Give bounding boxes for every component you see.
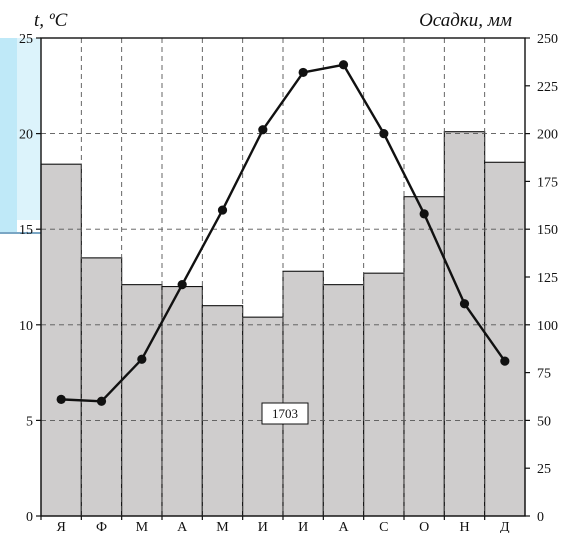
temp-point-10 — [419, 209, 429, 219]
right-tick-label: 250 — [537, 32, 558, 47]
right-tick-label: 25 — [537, 462, 551, 477]
temp-point-9 — [379, 129, 389, 139]
left-tick-label: 20 — [19, 128, 33, 143]
precip-bar-7 — [282, 270, 324, 517]
month-label: С — [379, 520, 388, 533]
page-accent-strip — [0, 38, 17, 233]
right-tick-label: 175 — [537, 175, 558, 190]
right-tick-label: 200 — [537, 128, 558, 143]
temp-point-6 — [258, 125, 268, 135]
right-tick-label: 225 — [537, 80, 558, 95]
temp-point-11 — [459, 299, 470, 309]
temp-point-12 — [500, 356, 510, 366]
temperature-polyline — [61, 63, 506, 403]
temp-point-4 — [177, 280, 187, 290]
precip-bar-10 — [403, 196, 445, 517]
grid-lines — [41, 38, 525, 516]
month-label: А — [338, 520, 349, 533]
left-axis: 0 5 10 15 20 25 — [19, 32, 41, 525]
temp-point-1 — [56, 394, 66, 404]
month-label: М — [216, 520, 229, 533]
right-axis: 0 25 50 75 100 125 150 175 200 225 250 — [525, 32, 558, 525]
left-axis-title: t, ºC — [34, 10, 68, 31]
precip-bar-1 — [40, 163, 82, 517]
temp-point-8 — [338, 60, 349, 70]
right-tick-label: 125 — [537, 271, 558, 286]
temperature-line — [56, 60, 510, 406]
precip-bar-9 — [363, 272, 405, 517]
temp-point-7 — [298, 67, 308, 78]
month-label: И — [298, 520, 308, 533]
temp-point-2 — [96, 396, 107, 406]
annual-total-label: 1703 — [272, 406, 298, 421]
annual-total-box — [261, 402, 309, 425]
temp-point-3 — [137, 354, 147, 364]
month-label: Д — [500, 520, 510, 533]
month-label: Ф — [96, 520, 107, 533]
left-tick-label: 5 — [26, 414, 33, 429]
right-tick-label: 75 — [537, 367, 551, 382]
right-tick-label: 100 — [537, 319, 558, 334]
month-label: А — [177, 520, 188, 533]
left-tick-label: 0 — [26, 510, 33, 525]
annual-total-annotation: 1703 — [261, 402, 309, 425]
precip-bar-5 — [201, 305, 244, 517]
temp-point-5 — [217, 205, 228, 215]
precip-bar-8 — [322, 284, 365, 517]
precip-bar-3 — [121, 284, 163, 517]
page-accent-fade — [17, 38, 41, 220]
right-axis-title: Осадки, мм — [419, 10, 512, 31]
right-tick-label: 50 — [537, 414, 551, 429]
precipitation-bars — [40, 131, 526, 517]
month-label: О — [419, 520, 429, 533]
month-label: Н — [459, 520, 469, 533]
left-tick-label: 10 — [19, 319, 33, 334]
month-label: И — [258, 520, 268, 533]
right-tick-label: 0 — [537, 510, 544, 525]
left-tick-label: 15 — [19, 223, 33, 238]
right-tick-label: 150 — [537, 223, 558, 238]
precip-bar-4 — [161, 286, 203, 517]
month-label: Я — [56, 520, 65, 533]
left-tick-label: 25 — [19, 32, 33, 47]
month-label: М — [136, 520, 149, 533]
